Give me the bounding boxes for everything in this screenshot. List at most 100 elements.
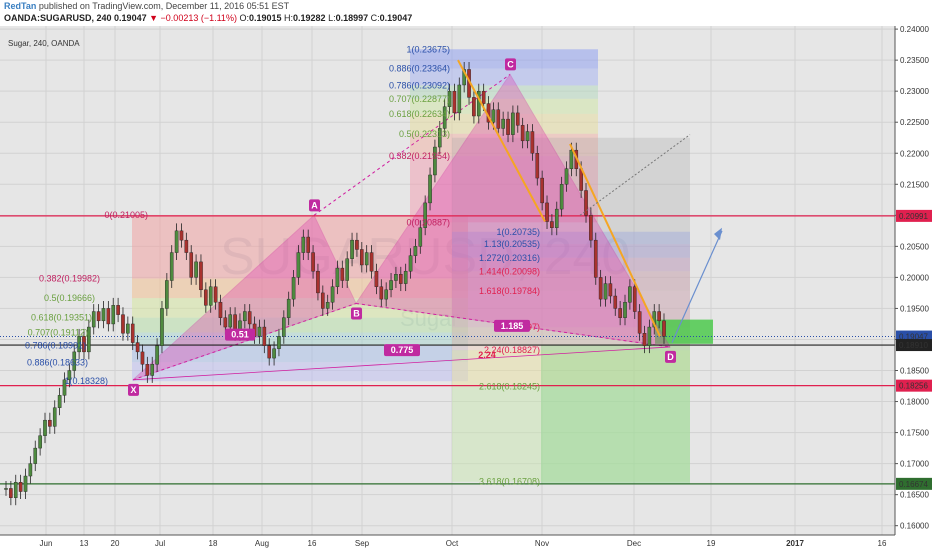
candle-body: [598, 277, 603, 300]
candle-body: [554, 208, 559, 228]
fib-left-label: 0.707(0.19112): [28, 328, 88, 338]
time-tick-label: Sep: [355, 539, 370, 548]
candle-body: [618, 308, 622, 318]
candle-body: [106, 308, 111, 325]
candle-body: [321, 292, 325, 309]
candle-body: [491, 109, 496, 123]
high-value: 0.19282: [293, 13, 326, 23]
candle-body: [423, 202, 427, 228]
price-tick-label: 0.21500: [900, 180, 929, 189]
dotted-projection: [579, 134, 691, 216]
candle-body: [472, 97, 476, 117]
pattern-point-label: C: [507, 59, 514, 69]
candle-body: [57, 395, 62, 408]
candle-body: [379, 286, 384, 300]
candle-body: [189, 252, 194, 278]
time-tick-label: Dec: [627, 539, 641, 548]
candle-body: [257, 326, 262, 337]
fib-zone-ext: [452, 350, 690, 387]
low-value: 0.18997: [335, 13, 369, 23]
chart-title: Sugar, 240, OANDA: [8, 39, 80, 48]
candle-body: [628, 286, 632, 303]
candle-body: [267, 345, 272, 359]
ratio-label-bg: [384, 344, 420, 357]
price-tag-label: 0.19047: [899, 333, 928, 342]
price-chart[interactable]: SUGARUSD, 240SugarSugar, 240, OANDA0(0.2…: [0, 26, 932, 550]
fib-left-label: 0.5(0.19666): [44, 293, 95, 303]
candle-body: [208, 286, 213, 306]
candle-body: [520, 125, 525, 142]
fib-top-label: 0.886(0.23364): [389, 64, 450, 74]
candle-body: [130, 323, 135, 343]
candle-body: [72, 351, 77, 371]
pattern-triangle-xab: [132, 214, 357, 381]
candle-body: [413, 246, 418, 256]
candle-body: [62, 379, 67, 396]
ratio-label: 0.775: [391, 345, 414, 355]
candle-body: [350, 239, 354, 259]
price-tick-label: 0.18000: [900, 398, 929, 407]
time-tick-label: 16: [308, 539, 317, 548]
price-tag-label: 0.20991: [899, 212, 928, 221]
fib-zone-ext: [452, 290, 690, 328]
candle-body: [33, 447, 38, 464]
candle-body: [23, 475, 28, 492]
candle-body: [291, 277, 296, 300]
candle-body: [155, 345, 159, 365]
price-tick-label: 0.17000: [900, 460, 929, 469]
pattern-point-badge: [505, 58, 516, 71]
candle-body: [511, 112, 515, 135]
candle-body: [67, 370, 72, 381]
time-tick-label: 19: [707, 539, 716, 548]
candle-body: [540, 177, 544, 204]
candle-body: [623, 302, 627, 318]
price-tag-label: 0.18910: [899, 341, 928, 350]
candle-body: [647, 326, 652, 346]
pattern-point-label: B: [353, 308, 360, 318]
candle-body: [501, 118, 505, 129]
fib-ext-label: 2.24(0.18827): [484, 345, 540, 355]
fib-zone-top: [410, 98, 598, 114]
candle-body: [126, 323, 130, 334]
target-box: [541, 344, 690, 485]
orange-trend-line-2: [569, 143, 661, 337]
fib-top-label: 0.382(0.21954): [389, 151, 450, 161]
candle-body: [204, 289, 208, 306]
pattern-point-label: X: [130, 385, 136, 395]
candle-body: [28, 463, 33, 477]
price-tick-label: 0.23500: [900, 56, 929, 65]
candle-body: [223, 317, 228, 328]
fib-zone-top: [410, 85, 598, 99]
candle-body: [325, 302, 330, 309]
low-label: L:: [328, 13, 336, 23]
candle-body: [550, 221, 554, 228]
time-tick-label: 18: [209, 539, 218, 548]
fib-ext-label: 1.13(0.20535): [484, 239, 540, 249]
candle-body: [96, 311, 101, 322]
candle-body: [13, 482, 18, 498]
arrow-head-icon: [714, 227, 722, 241]
pattern-point-label: D: [667, 352, 674, 362]
price-tag-label: 0.16674: [899, 480, 928, 489]
candle-body: [184, 239, 189, 253]
fib-zone-ext: [452, 271, 690, 291]
candle-body: [18, 482, 23, 492]
candle-body: [316, 270, 320, 294]
candle-body: [82, 336, 86, 353]
price-tick-label: 0.16000: [900, 522, 929, 531]
candle-body: [642, 333, 647, 346]
candle-body: [340, 267, 345, 281]
fib-top-label: 1(0.23675): [406, 44, 450, 54]
candle-body: [457, 84, 462, 114]
fib-zone-ext: [452, 257, 690, 272]
price-tick-label: 0.23000: [900, 87, 929, 96]
fib-left-label: 0(0.21005): [104, 210, 148, 220]
price-tick-label: 0.17500: [900, 429, 929, 438]
ratio-label: 1.185: [501, 321, 524, 331]
candle-body: [613, 295, 618, 309]
candle-body: [277, 336, 281, 349]
candle-body: [559, 184, 564, 210]
candle-body: [9, 488, 13, 498]
author-link[interactable]: RedTan: [4, 1, 37, 11]
price-axis: [895, 26, 932, 550]
